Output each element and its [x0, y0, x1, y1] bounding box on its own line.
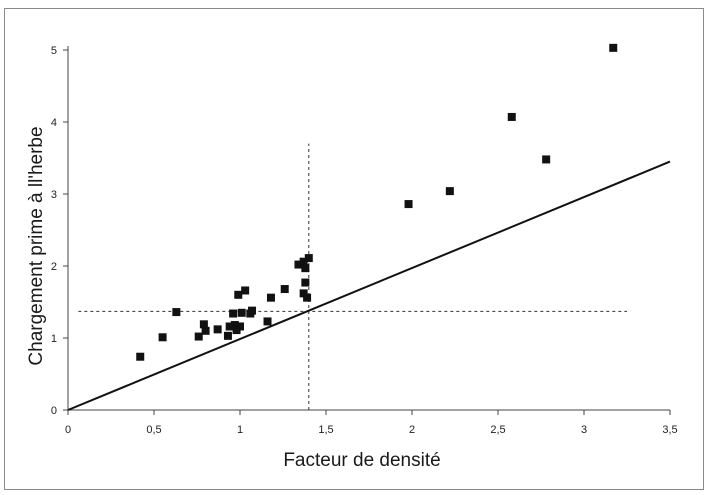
x-tick-label: 2,5 — [490, 424, 505, 436]
data-point — [234, 290, 243, 299]
data-point — [301, 278, 310, 287]
data-point — [229, 309, 238, 318]
y-tick-label: 2 — [51, 261, 57, 273]
data-point — [158, 333, 167, 342]
data-point — [304, 254, 313, 263]
data-point — [223, 331, 232, 340]
data-point — [201, 326, 210, 335]
data-point — [280, 285, 289, 294]
data-point — [609, 43, 618, 52]
data-point — [213, 325, 222, 334]
axes — [63, 46, 671, 415]
data-point — [299, 257, 308, 266]
x-tick-label: 1,5 — [318, 424, 333, 436]
dashed-guides — [78, 143, 627, 410]
x-axis-title: Facteur de densité — [283, 450, 440, 471]
x-tick-label: 1 — [237, 424, 243, 436]
x-tick-label: 0 — [65, 424, 71, 436]
x-tick-label: 0,5 — [146, 424, 161, 436]
data-point — [404, 200, 413, 209]
y-tick-label: 3 — [51, 189, 57, 201]
y-axis-title: Chargement prime à ll'herbe — [26, 126, 47, 365]
tick-labels: 0 0,5 1 1,5 2 2,5 3 3,5 0 1 2 3 4 5 — [51, 45, 678, 436]
data-points — [136, 43, 618, 361]
data-point — [301, 264, 310, 273]
data-point — [303, 293, 312, 302]
y-tick-label: 0 — [51, 405, 57, 417]
reference-line — [67, 160, 671, 411]
reference-line-group — [67, 160, 671, 411]
data-point — [507, 112, 516, 121]
data-point — [199, 320, 208, 329]
data-point — [445, 187, 454, 196]
data-point — [236, 322, 244, 331]
y-tick-label: 5 — [51, 45, 57, 57]
data-point — [194, 332, 203, 341]
data-point — [237, 308, 246, 317]
y-tick-label: 4 — [51, 117, 57, 129]
data-point — [299, 289, 308, 298]
data-point — [241, 286, 250, 295]
y-tick-label: 1 — [51, 333, 57, 345]
x-tick-label: 3 — [581, 424, 587, 436]
data-point — [172, 308, 181, 317]
data-point — [136, 352, 145, 361]
x-tick-label: 3,5 — [662, 424, 677, 436]
data-point — [225, 322, 234, 331]
data-point — [230, 321, 239, 330]
data-point — [248, 306, 257, 315]
data-point — [266, 293, 275, 302]
x-tick-label: 2 — [409, 424, 415, 436]
data-point — [263, 317, 272, 326]
data-point — [542, 155, 551, 164]
data-point — [294, 260, 303, 269]
